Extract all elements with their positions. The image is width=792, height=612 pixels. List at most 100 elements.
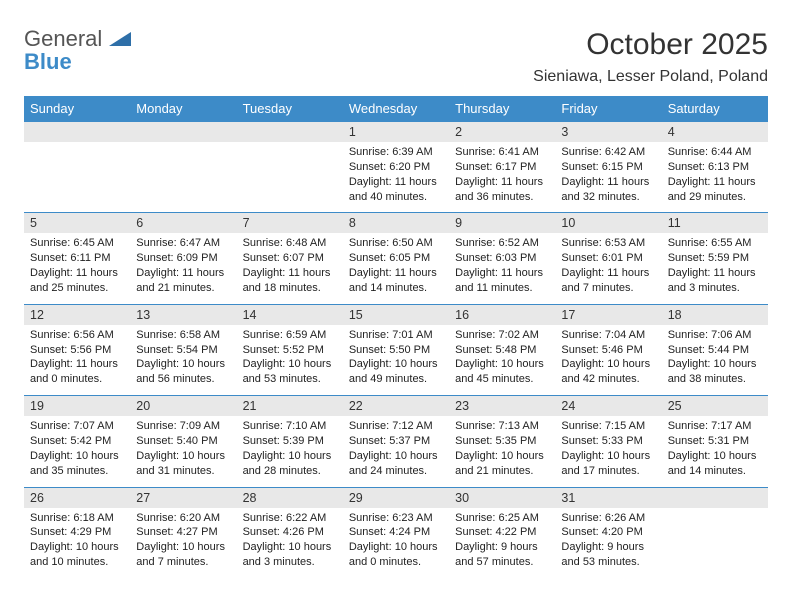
- day-d1: Daylight: 11 hours: [455, 175, 549, 190]
- weekday-header: Thursday: [449, 96, 555, 122]
- day-number-cell: 16: [449, 304, 555, 325]
- day-sr: Sunrise: 7:12 AM: [349, 419, 443, 434]
- day-number-cell: 5: [24, 213, 130, 234]
- day-ss: Sunset: 4:26 PM: [243, 525, 337, 540]
- day-sr: Sunrise: 6:26 AM: [561, 511, 655, 526]
- day-d2: and 56 minutes.: [136, 372, 230, 387]
- day-sr: Sunrise: 6:52 AM: [455, 236, 549, 251]
- day-sr: Sunrise: 7:01 AM: [349, 328, 443, 343]
- day-d1: Daylight: 11 hours: [561, 175, 655, 190]
- day-detail-cell: Sunrise: 7:06 AMSunset: 5:44 PMDaylight:…: [662, 325, 768, 396]
- page-header: General Blue October 2025 Sieniawa, Less…: [24, 28, 768, 86]
- day-ss: Sunset: 5:44 PM: [668, 343, 762, 358]
- day-number-cell: 23: [449, 396, 555, 417]
- day-detail-cell: Sunrise: 6:52 AMSunset: 6:03 PMDaylight:…: [449, 233, 555, 304]
- day-sr: Sunrise: 6:42 AM: [561, 145, 655, 160]
- day-number-cell: 26: [24, 487, 130, 508]
- day-number-cell: 21: [237, 396, 343, 417]
- day-d2: and 14 minutes.: [668, 464, 762, 479]
- day-detail-cell: Sunrise: 6:25 AMSunset: 4:22 PMDaylight:…: [449, 508, 555, 578]
- weekday-header: Sunday: [24, 96, 130, 122]
- day-ss: Sunset: 4:29 PM: [30, 525, 124, 540]
- day-ss: Sunset: 6:11 PM: [30, 251, 124, 266]
- day-ss: Sunset: 5:46 PM: [561, 343, 655, 358]
- day-number-cell: 2: [449, 122, 555, 143]
- day-number-cell: [237, 122, 343, 143]
- day-ss: Sunset: 5:54 PM: [136, 343, 230, 358]
- day-ss: Sunset: 6:13 PM: [668, 160, 762, 175]
- day-sr: Sunrise: 7:07 AM: [30, 419, 124, 434]
- day-detail-cell: Sunrise: 7:01 AMSunset: 5:50 PMDaylight:…: [343, 325, 449, 396]
- day-number-row: 1234: [24, 122, 768, 143]
- day-sr: Sunrise: 6:45 AM: [30, 236, 124, 251]
- day-ss: Sunset: 5:37 PM: [349, 434, 443, 449]
- day-number-cell: 13: [130, 304, 236, 325]
- day-detail-cell: Sunrise: 6:20 AMSunset: 4:27 PMDaylight:…: [130, 508, 236, 578]
- day-detail-cell: Sunrise: 6:45 AMSunset: 6:11 PMDaylight:…: [24, 233, 130, 304]
- day-d2: and 40 minutes.: [349, 190, 443, 205]
- day-detail-cell: Sunrise: 7:13 AMSunset: 5:35 PMDaylight:…: [449, 416, 555, 487]
- day-ss: Sunset: 5:33 PM: [561, 434, 655, 449]
- day-number-cell: 19: [24, 396, 130, 417]
- day-d2: and 0 minutes.: [30, 372, 124, 387]
- day-ss: Sunset: 4:27 PM: [136, 525, 230, 540]
- day-d1: Daylight: 10 hours: [349, 540, 443, 555]
- day-ss: Sunset: 6:03 PM: [455, 251, 549, 266]
- day-ss: Sunset: 5:42 PM: [30, 434, 124, 449]
- day-detail-cell: Sunrise: 6:44 AMSunset: 6:13 PMDaylight:…: [662, 142, 768, 213]
- day-detail-cell: Sunrise: 6:56 AMSunset: 5:56 PMDaylight:…: [24, 325, 130, 396]
- day-detail-cell: Sunrise: 7:12 AMSunset: 5:37 PMDaylight:…: [343, 416, 449, 487]
- day-sr: Sunrise: 6:50 AM: [349, 236, 443, 251]
- day-detail-cell: Sunrise: 7:17 AMSunset: 5:31 PMDaylight:…: [662, 416, 768, 487]
- day-d1: Daylight: 10 hours: [243, 357, 337, 372]
- day-ss: Sunset: 6:07 PM: [243, 251, 337, 266]
- month-title: October 2025: [533, 28, 768, 62]
- day-d2: and 3 minutes.: [243, 555, 337, 570]
- day-d1: Daylight: 10 hours: [136, 449, 230, 464]
- day-sr: Sunrise: 6:22 AM: [243, 511, 337, 526]
- day-d1: Daylight: 10 hours: [561, 449, 655, 464]
- day-ss: Sunset: 6:01 PM: [561, 251, 655, 266]
- day-d1: Daylight: 10 hours: [455, 449, 549, 464]
- day-detail-row: Sunrise: 6:45 AMSunset: 6:11 PM Daylight:…: [24, 233, 768, 304]
- day-d2: and 21 minutes.: [455, 464, 549, 479]
- day-detail-cell: Sunrise: 6:53 AMSunset: 6:01 PMDaylight:…: [555, 233, 661, 304]
- day-d1: Daylight: 10 hours: [349, 449, 443, 464]
- day-sr: Sunrise: 6:20 AM: [136, 511, 230, 526]
- day-detail-cell: [24, 142, 130, 213]
- day-ss: Sunset: 5:35 PM: [455, 434, 549, 449]
- day-detail-cell: Sunrise: 6:42 AMSunset: 6:15 PMDaylight:…: [555, 142, 661, 213]
- day-d1: Daylight: 10 hours: [455, 357, 549, 372]
- day-sr: Sunrise: 6:58 AM: [136, 328, 230, 343]
- day-d1: Daylight: 10 hours: [668, 449, 762, 464]
- day-number-cell: 17: [555, 304, 661, 325]
- day-number-cell: 6: [130, 213, 236, 234]
- day-ss: Sunset: 6:09 PM: [136, 251, 230, 266]
- day-d1: Daylight: 9 hours: [455, 540, 549, 555]
- day-detail-cell: Sunrise: 6:59 AMSunset: 5:52 PMDaylight:…: [237, 325, 343, 396]
- day-d1: Daylight: 11 hours: [243, 266, 337, 281]
- day-d2: and 7 minutes.: [561, 281, 655, 296]
- day-sr: Sunrise: 7:04 AM: [561, 328, 655, 343]
- day-detail-row: Sunrise: 6:18 AMSunset: 4:29 PMDaylight:…: [24, 508, 768, 578]
- day-ss: Sunset: 6:17 PM: [455, 160, 549, 175]
- day-d2: and 3 minutes.: [668, 281, 762, 296]
- day-d2: and 53 minutes.: [561, 555, 655, 570]
- day-d1: Daylight: 11 hours: [668, 266, 762, 281]
- day-d1: Daylight: 11 hours: [349, 175, 443, 190]
- day-ss: Sunset: 6:05 PM: [349, 251, 443, 266]
- day-ss: Sunset: 5:56 PM: [30, 343, 124, 358]
- day-ss: Sunset: 5:31 PM: [668, 434, 762, 449]
- day-detail-cell: [662, 508, 768, 578]
- day-d2: and 11 minutes.: [455, 281, 549, 296]
- day-d2: and 45 minutes.: [455, 372, 549, 387]
- day-ss: Sunset: 5:39 PM: [243, 434, 337, 449]
- day-d1: Daylight: 10 hours: [136, 357, 230, 372]
- day-ss: Sunset: 4:22 PM: [455, 525, 549, 540]
- day-number-cell: 29: [343, 487, 449, 508]
- day-d2: and 24 minutes.: [349, 464, 443, 479]
- day-d2: and 49 minutes.: [349, 372, 443, 387]
- day-detail-cell: Sunrise: 6:18 AMSunset: 4:29 PMDaylight:…: [24, 508, 130, 578]
- day-d1: Daylight: 11 hours: [136, 266, 230, 281]
- day-detail-cell: Sunrise: 7:15 AMSunset: 5:33 PMDaylight:…: [555, 416, 661, 487]
